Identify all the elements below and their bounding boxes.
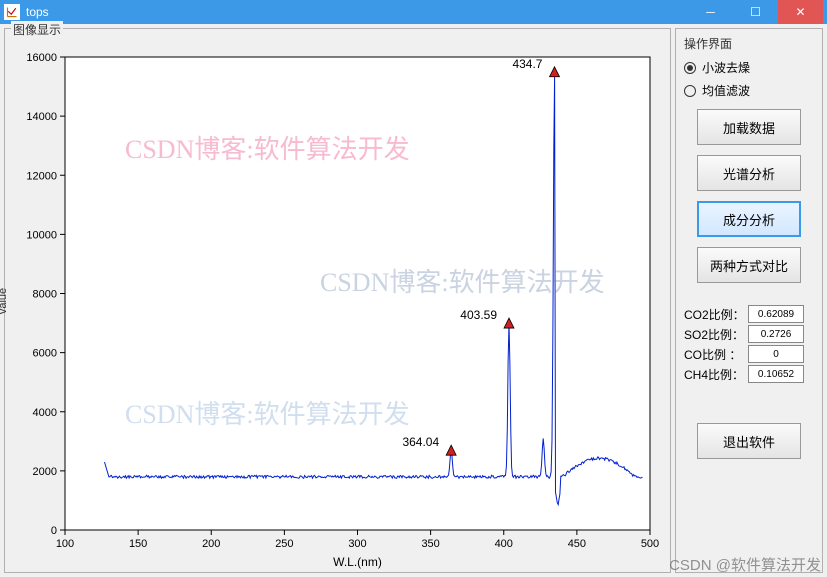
radio-dot-icon <box>684 62 696 74</box>
radio-dot-icon <box>684 85 696 97</box>
image-display-panel: 图像显示 value 10015020025030035040045050002… <box>4 28 671 573</box>
svg-text:434.7: 434.7 <box>512 57 542 71</box>
svg-text:364.04: 364.04 <box>402 435 439 449</box>
app-icon <box>4 4 20 20</box>
load-data-button[interactable]: 加载数据 <box>697 109 801 145</box>
svg-text:200: 200 <box>202 538 220 550</box>
svg-text:450: 450 <box>568 538 586 550</box>
svg-text:6000: 6000 <box>33 348 57 360</box>
maximize-button[interactable]: ☐ <box>733 0 778 24</box>
component-analysis-button[interactable]: 成分分析 <box>697 201 801 237</box>
radio-wavelet[interactable]: 小波去燥 <box>684 59 814 76</box>
ch4-input[interactable] <box>748 365 804 383</box>
compare-button[interactable]: 两种方式对比 <box>697 247 801 283</box>
svg-text:300: 300 <box>348 538 366 550</box>
svg-text:14000: 14000 <box>26 111 57 123</box>
svg-text:W.L.(nm): W.L.(nm) <box>333 555 382 569</box>
svg-text:403.59: 403.59 <box>460 308 497 322</box>
ch4-field: CH4比例： <box>684 365 814 383</box>
svg-text:100: 100 <box>56 538 74 550</box>
control-panel: 操作界面 小波去燥 均值滤波 加载数据 光谱分析 成分分析 两种方式对比 CO2… <box>675 28 823 573</box>
spectrum-analysis-button[interactable]: 光谱分析 <box>697 155 801 191</box>
window-title: tops <box>26 5 49 19</box>
svg-text:500: 500 <box>641 538 659 550</box>
co2-input[interactable] <box>748 305 804 323</box>
svg-text:16000: 16000 <box>26 52 57 64</box>
radio-mean[interactable]: 均值滤波 <box>684 82 814 99</box>
spectrum-chart: 100 150 200 250 300 350 400 450 500 0 2000 4000 6000… <box>5 29 670 572</box>
svg-text:12000: 12000 <box>26 170 57 182</box>
svg-text:150: 150 <box>129 538 147 550</box>
co2-field: CO2比例： <box>684 305 814 323</box>
close-button[interactable]: ✕ <box>778 0 823 24</box>
right-panel-title: 操作界面 <box>682 35 734 52</box>
svg-text:250: 250 <box>275 538 293 550</box>
co-input[interactable] <box>748 345 804 363</box>
svg-text:8000: 8000 <box>33 289 57 301</box>
svg-text:350: 350 <box>421 538 439 550</box>
so2-input[interactable] <box>748 325 804 343</box>
y-axis-label: value <box>0 287 9 313</box>
exit-button[interactable]: 退出软件 <box>697 423 801 459</box>
left-panel-title: 图像显示 <box>11 21 63 38</box>
svg-text:10000: 10000 <box>26 229 57 241</box>
svg-text:0: 0 <box>51 525 57 537</box>
svg-text:2000: 2000 <box>33 466 57 478</box>
co-field: CO比例 ： <box>684 345 814 363</box>
so2-field: SO2比例： <box>684 325 814 343</box>
title-bar: tops ─ ☐ ✕ <box>0 0 827 24</box>
svg-text:4000: 4000 <box>33 407 57 419</box>
minimize-button[interactable]: ─ <box>688 0 733 24</box>
svg-text:400: 400 <box>495 538 513 550</box>
